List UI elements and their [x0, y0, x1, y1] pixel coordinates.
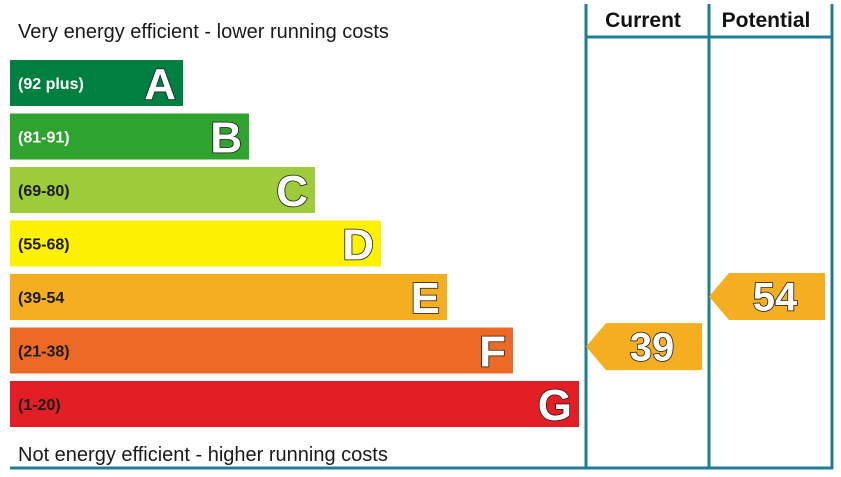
band-e-range-label: (39-54	[18, 290, 64, 307]
band-b-range-label: (81-91)	[18, 130, 70, 147]
current-rating-arrow: 39	[586, 323, 702, 370]
current-column-header: Current	[605, 9, 681, 32]
band-d-range-label: (55-68)	[18, 237, 70, 254]
potential-rating-arrow-shape	[709, 273, 825, 320]
potential-rating-value: 54	[753, 276, 798, 320]
band-g-range-label: (1-20)	[18, 397, 61, 414]
current-rating-value: 39	[630, 326, 675, 370]
band-d-letter: D	[342, 221, 374, 270]
band-e-letter: E	[411, 274, 440, 323]
band-b-letter: B	[210, 114, 242, 163]
potential-rating-arrow: 54	[709, 273, 825, 320]
potential-column-header: Potential	[722, 9, 811, 32]
band-a-range-label: (92 plus)	[18, 76, 84, 93]
band-a-letter: A	[144, 60, 176, 109]
band-c-letter: C	[276, 167, 308, 216]
band-g-bar	[10, 381, 579, 427]
band-e-bar	[10, 274, 447, 320]
current-rating-arrow-shape	[586, 323, 702, 371]
rating-bands: (92 plus) A (81-91) B (69-80) C (55-68) D (39-54…	[10, 59, 579, 431]
top-caption: Very energy efficient - lower running co…	[18, 21, 389, 43]
bottom-caption: Not energy efficient - higher running co…	[18, 444, 388, 466]
band-f-range-label: (21-38)	[18, 344, 70, 361]
band-c-range-label: (69-80)	[18, 183, 70, 200]
band-c-bar	[10, 167, 315, 213]
band-g-letter: G	[538, 381, 572, 430]
band-b-bar	[10, 113, 249, 160]
band-a-bar	[10, 60, 183, 106]
band-f-letter: F	[479, 328, 506, 377]
band-d-bar	[10, 220, 381, 267]
band-f-bar	[10, 327, 513, 374]
